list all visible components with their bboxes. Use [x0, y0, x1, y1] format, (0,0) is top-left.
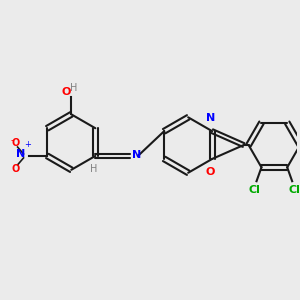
- Text: +: +: [24, 140, 31, 149]
- Text: -: -: [11, 135, 14, 145]
- Text: H: H: [70, 82, 77, 93]
- Text: O: O: [62, 86, 71, 97]
- Text: O: O: [11, 138, 20, 148]
- Text: Cl: Cl: [288, 185, 300, 195]
- Text: O: O: [206, 167, 215, 177]
- Text: N: N: [206, 113, 215, 123]
- Text: Cl: Cl: [249, 185, 260, 195]
- Text: H: H: [90, 164, 97, 174]
- Text: N: N: [16, 149, 26, 159]
- Text: N: N: [132, 150, 141, 160]
- Text: O: O: [11, 164, 20, 174]
